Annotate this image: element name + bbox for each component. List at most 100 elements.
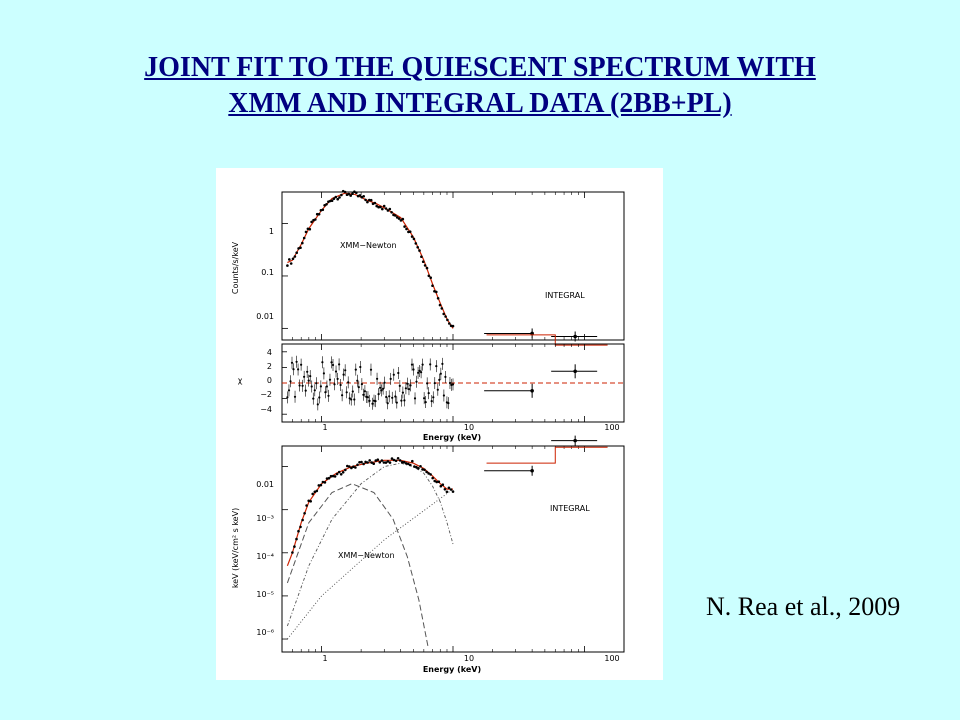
residual-data-point [333, 383, 336, 386]
unfolded-data-point [415, 465, 418, 469]
counts-data-point [425, 266, 429, 270]
residual-data-point [290, 361, 294, 364]
unfolded-data-point [293, 545, 296, 548]
counts-data-point [289, 262, 293, 265]
residual-data-point [417, 371, 420, 374]
residual-data-point [313, 389, 316, 392]
residual-data-point [439, 372, 442, 375]
residual-data-point [391, 396, 394, 399]
unfolded-data-point [341, 471, 345, 474]
unfolded-data-point [299, 525, 302, 529]
residual-data-point [348, 397, 351, 400]
residual-data-point [388, 395, 391, 398]
residual-data-point [374, 400, 377, 403]
unfolded-data-point [427, 472, 430, 475]
residual-data-point [369, 368, 373, 371]
counts-data-point [408, 230, 412, 233]
residual-data-point [315, 382, 318, 385]
unfolded-marks [282, 435, 608, 652]
residual-data-point [368, 399, 371, 402]
residual-data-point [303, 375, 306, 378]
counts-data-point [436, 297, 440, 300]
unfolded-data-point [329, 474, 333, 478]
counts-integral-model [486, 334, 608, 346]
unfolded-data-point [335, 472, 339, 476]
residual-data-point [383, 381, 386, 384]
counts-data-point [435, 290, 438, 294]
counts-data-point [315, 212, 319, 216]
residual-data-point [304, 389, 307, 392]
unfolded-data-point [344, 468, 347, 472]
unfolded-data-point [421, 468, 424, 471]
unfolded-ytick-1e-4: 10⁻⁴ [256, 552, 274, 561]
unfolded-data-point [360, 460, 363, 464]
unfolded-data-point [307, 499, 310, 503]
residual-data-point [353, 398, 356, 401]
residual-data-point [363, 390, 366, 393]
residual-data-point [433, 382, 436, 385]
counts-data-point [438, 303, 442, 307]
unfolded-xtick-10: 10 [464, 654, 474, 663]
slide-title-line2: XMM AND INTEGRAL DATA (2BB+PL) [228, 88, 732, 119]
counts-data-point [308, 227, 312, 231]
unfolded-data-point [394, 459, 398, 463]
counts-data-point [414, 242, 418, 245]
residual-data-point [350, 398, 353, 401]
residual-data-point [360, 383, 363, 386]
residual-data-point [289, 380, 292, 383]
counts-data-point [381, 207, 384, 211]
residual-data-point [413, 397, 417, 400]
residual-data-point [322, 372, 325, 375]
residual-data-point [382, 387, 385, 390]
residual-data-point [341, 394, 344, 397]
unfolded-data-point [368, 459, 371, 462]
counts-data-point [399, 219, 403, 222]
residual-data-point [444, 375, 447, 378]
counts-data-point [429, 276, 432, 279]
counts-xmm-label: XMM−Newton [340, 241, 397, 250]
residual-data-point [312, 397, 315, 400]
residual-panel: χ 4 2 0 −2 −4 1 10 100 Energy (keV) [238, 343, 625, 442]
unfolded-data-point [441, 483, 445, 487]
unfolded-data-point [358, 461, 361, 464]
unfolded-bb2-component [286, 462, 454, 627]
residual-data-point [371, 402, 374, 405]
counts-model-line [287, 192, 454, 329]
unfolded-data-point [350, 466, 353, 470]
residual-data-point [321, 361, 324, 364]
residual-data-point [392, 373, 395, 376]
unfolded-integral-model [486, 446, 608, 464]
residual-data-point [351, 390, 354, 393]
unfolded-data-point [337, 470, 341, 474]
counts-data-point [412, 237, 416, 241]
residual-data-point [286, 396, 289, 399]
unfolded-data-point [346, 464, 349, 468]
residual-data-point [293, 395, 297, 398]
residual-data-point [404, 387, 407, 390]
counts-data-point [295, 251, 298, 254]
residual-data-point [295, 360, 298, 363]
unfolded-data-point [384, 461, 388, 464]
unfolded-data-point [437, 480, 441, 484]
counts-data-point [351, 192, 354, 195]
unfolded-data-point [339, 473, 343, 476]
residual-data-point [385, 395, 388, 399]
residual-ytick-2: 2 [267, 362, 272, 371]
unfolded-data-point [425, 470, 428, 474]
residual-ytick-neg4: −4 [260, 405, 272, 414]
residual-data-point [451, 383, 455, 386]
residual-data-point [377, 393, 380, 396]
residual-data-point [334, 370, 338, 373]
counts-data-point [377, 205, 380, 209]
counts-data-point [321, 208, 325, 212]
unfolded-data-point [433, 479, 436, 483]
residual-ytick-neg2: −2 [260, 390, 272, 399]
unfolded-data-point [374, 459, 378, 462]
residual-data-point [409, 384, 412, 387]
residual-data-point [319, 385, 322, 388]
residual-data-point [357, 386, 360, 389]
residual-data-point [401, 391, 404, 394]
unfolded-data-point [447, 486, 451, 490]
counts-data-point [440, 307, 444, 310]
counts-data-point [451, 324, 455, 328]
